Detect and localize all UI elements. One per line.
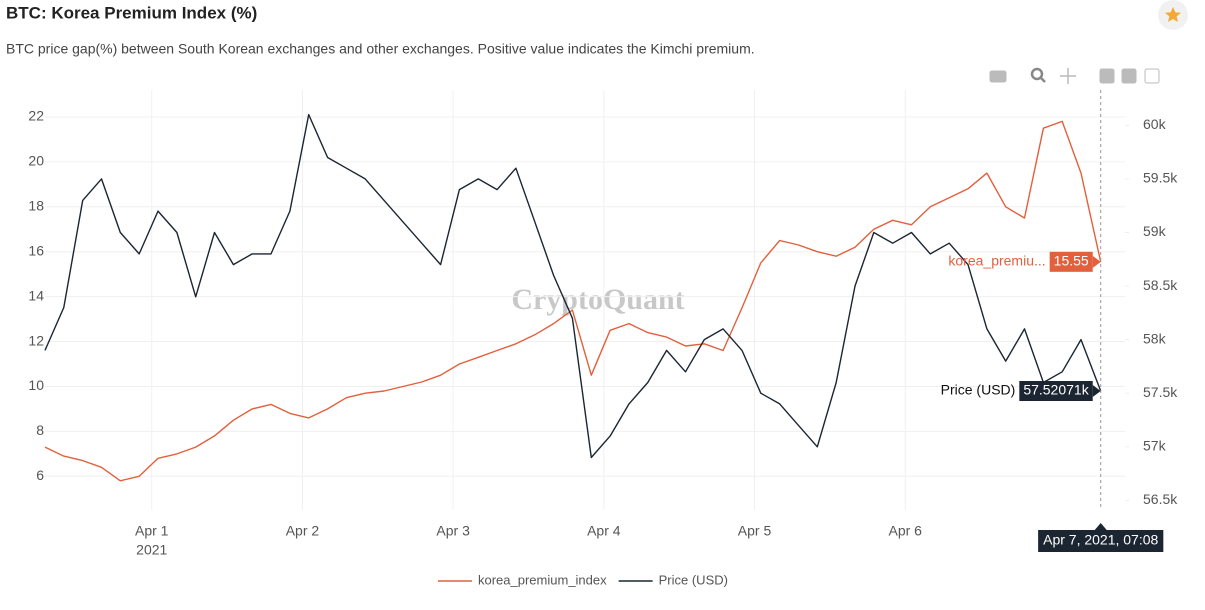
y-tick-label: 16 <box>28 242 44 258</box>
hover-series-name: korea_premiu... <box>948 253 1045 269</box>
y2-tick-label: 59.5k <box>1143 170 1178 186</box>
chart-subtitle: BTC price gap(%) between South Korean ex… <box>6 41 755 57</box>
series-line <box>44 113 1102 459</box>
y2-tick-label: 58k <box>1143 330 1167 346</box>
x-tick-label: Apr 5 <box>738 523 772 539</box>
hover-label: 15.55 korea_premiu... <box>948 251 1101 272</box>
zoom-out-icon[interactable] <box>1121 68 1137 84</box>
zoom-icon[interactable] <box>1030 67 1044 81</box>
y-tick-label: 14 <box>28 287 44 303</box>
hover-value: 57.52071k <box>1023 382 1089 398</box>
y-tick-label: 22 <box>28 108 44 124</box>
hover-box <box>1019 380 1093 401</box>
zoom-icon-handle[interactable] <box>1040 77 1046 83</box>
zoom-in-icon[interactable] <box>1099 68 1115 84</box>
y-tick-label: 8 <box>36 422 44 438</box>
hover-x-pointer <box>1094 523 1107 530</box>
y-tick-label: 6 <box>36 467 44 483</box>
legend-label: Price (USD) <box>659 572 728 587</box>
y2-tick-label: 56.5k <box>1143 491 1178 507</box>
watermark: CryptoQuant <box>511 283 684 316</box>
y2-tick-label: 57.5k <box>1143 384 1178 400</box>
hover-pointer <box>1092 384 1101 397</box>
camera-icon[interactable] <box>989 70 1007 83</box>
hover-pointer <box>1092 255 1101 268</box>
x-tick-label: Apr 4 <box>587 523 621 539</box>
x-tick-label: Apr 2 <box>286 523 320 539</box>
y-tick-label: 10 <box>28 377 44 393</box>
y-tick-label: 20 <box>28 153 44 169</box>
chart-title: BTC: Korea Premium Index (%) <box>6 3 257 22</box>
x-year-label: 2021 <box>136 542 167 558</box>
y2-tick-label: 60k <box>1143 116 1167 132</box>
legend-label: korea_premium_index <box>478 572 607 587</box>
series-line <box>44 120 1102 482</box>
reset-icon[interactable] <box>1144 68 1160 84</box>
hover-x-box <box>1038 530 1164 552</box>
y-tick-label: 12 <box>28 332 44 348</box>
hover-value: 15.55 <box>1054 253 1089 269</box>
hover-box <box>1049 251 1093 272</box>
x-tick-label: Apr 6 <box>888 523 922 539</box>
favorite-button[interactable] <box>1158 0 1188 30</box>
x-tick-label: Apr 3 <box>436 523 470 539</box>
hover-label: 57.52071k Price (USD) <box>941 380 1101 401</box>
toolbar <box>989 67 1160 84</box>
pan-icon[interactable] <box>1060 68 1076 84</box>
y2-tick-label: 58.5k <box>1143 277 1178 293</box>
hover-series-name: Price (USD) <box>941 382 1016 398</box>
y2-tick-label: 59k <box>1143 223 1167 239</box>
y-tick-label: 18 <box>28 197 44 213</box>
y2-tick-label: 57k <box>1143 437 1167 453</box>
x-tick-label: Apr 1 <box>135 523 169 539</box>
star-icon[interactable] <box>1165 7 1181 22</box>
hover-x-label: Apr 7, 2021, 07:08 <box>1043 532 1158 548</box>
